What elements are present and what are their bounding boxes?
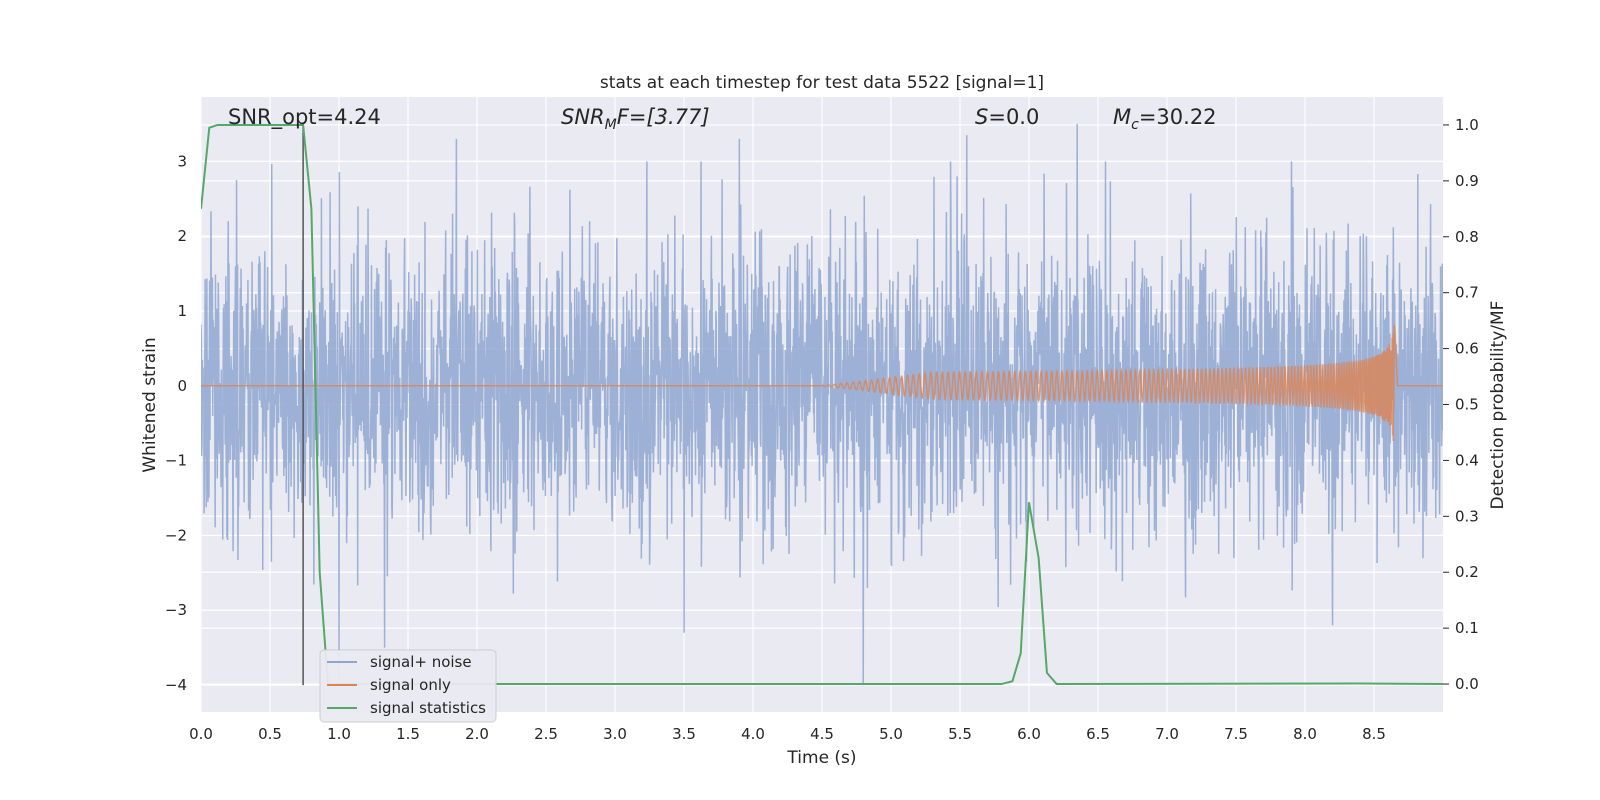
annotation-snr-mf-rest: F=[3.77]	[617, 105, 710, 129]
y-right-axis-label: Detection probability/MF	[1488, 301, 1508, 510]
y-left-tick-label: 2	[177, 227, 187, 245]
x-tick-label: 7.5	[1224, 725, 1248, 743]
signal-statistics-line	[201, 123, 1443, 686]
y-left-tick-label: 1	[177, 302, 187, 320]
annotation-s: S=0.0	[975, 105, 1039, 129]
legend-label-signal-only: signal only	[370, 676, 451, 694]
x-tick-label: 8.5	[1362, 725, 1386, 743]
chart-title: stats at each timestep for test data 552…	[600, 73, 1044, 93]
y-right-tick-label: 0.3	[1455, 507, 1479, 525]
y-right-tick-label: 0.0	[1455, 675, 1479, 693]
x-tick-label: 3.0	[603, 725, 627, 743]
y-right-tick-label: 0.1	[1455, 619, 1479, 637]
annotation-mc: Mc=30.22	[1113, 105, 1217, 133]
annotation-snr-mf-sub: M	[605, 117, 617, 133]
legend-label-signal-plus-noise: signal+ noise	[370, 653, 472, 671]
x-tick-label: 0.0	[189, 725, 213, 743]
x-tick-label: 5.0	[879, 725, 903, 743]
annotation-snr-mf-main: SNR	[561, 105, 605, 129]
signal-only-series	[201, 324, 1443, 442]
signal-plus-noise-series	[201, 123, 1443, 686]
x-tick-label: 0.5	[258, 725, 282, 743]
y-right-axis-ticks: 0.0 0.1 0.2 0.3 0.4 0.5 0.6 0.7 0.8 0.9 1.0	[1443, 116, 1479, 693]
signal-statistics-series	[201, 123, 1443, 686]
x-tick-label: 1.0	[327, 725, 351, 743]
y-left-tick-label: 0	[177, 377, 187, 395]
x-tick-label: 4.0	[741, 725, 765, 743]
x-tick-label: 2.0	[465, 725, 489, 743]
legend: signal+ noise signal only signal statist…	[319, 649, 497, 723]
signal-only-line	[201, 324, 1443, 442]
y-right-tick-label: 0.8	[1455, 228, 1479, 246]
y-left-tick-label: 3	[177, 152, 187, 170]
x-tick-label: 7.0	[1155, 725, 1179, 743]
x-tick-label: 3.5	[672, 725, 696, 743]
y-right-tick-label: 0.9	[1455, 172, 1479, 190]
annotation-mc-sub: c	[1131, 117, 1139, 133]
x-tick-label: 6.5	[1086, 725, 1110, 743]
annotation-snr-mf: SNRMF=[3.77]	[561, 105, 710, 133]
annotation-s-main: S	[975, 105, 988, 129]
y-left-tick-label: −3	[165, 601, 187, 619]
annotation-mc-rest: =30.22	[1139, 105, 1217, 129]
y-left-axis-label: Whitened strain	[140, 337, 160, 472]
x-tick-label: 6.0	[1017, 725, 1041, 743]
legend-box	[319, 649, 497, 723]
signal-plus-noise-line	[201, 123, 1443, 686]
y-left-tick-label: −2	[165, 526, 187, 544]
x-axis-label: Time (s)	[786, 748, 856, 768]
x-axis-ticks: 0.0 0.5 1.0 1.5 2.0 2.5 3.0 3.5 4.0 4.5 5.0 5.5 6.0 6…	[189, 725, 1386, 743]
x-tick-label: 5.5	[948, 725, 972, 743]
y-right-tick-label: 0.7	[1455, 284, 1479, 302]
y-left-axis-ticks: −4 −3 −2 −1 0 1 2 3	[165, 152, 187, 694]
x-tick-label: 8.0	[1293, 725, 1317, 743]
y-right-tick-label: 1.0	[1455, 116, 1479, 134]
x-tick-label: 4.5	[810, 725, 834, 743]
y-left-tick-label: −1	[165, 452, 187, 470]
legend-label-signal-statistics: signal statistics	[370, 699, 486, 717]
y-right-tick-label: 0.4	[1455, 451, 1479, 469]
y-right-tick-label: 0.5	[1455, 396, 1479, 414]
y-right-tick-label: 0.2	[1455, 563, 1479, 581]
annotation-s-rest: =0.0	[988, 105, 1039, 129]
x-tick-label: 2.5	[534, 725, 558, 743]
x-tick-label: 1.5	[396, 725, 420, 743]
y-right-tick-label: 0.6	[1455, 340, 1479, 358]
annotation-mc-main: M	[1113, 105, 1131, 129]
y-left-tick-label: −4	[165, 676, 187, 694]
annotation-snr-opt: SNR_opt=4.24	[228, 105, 381, 130]
